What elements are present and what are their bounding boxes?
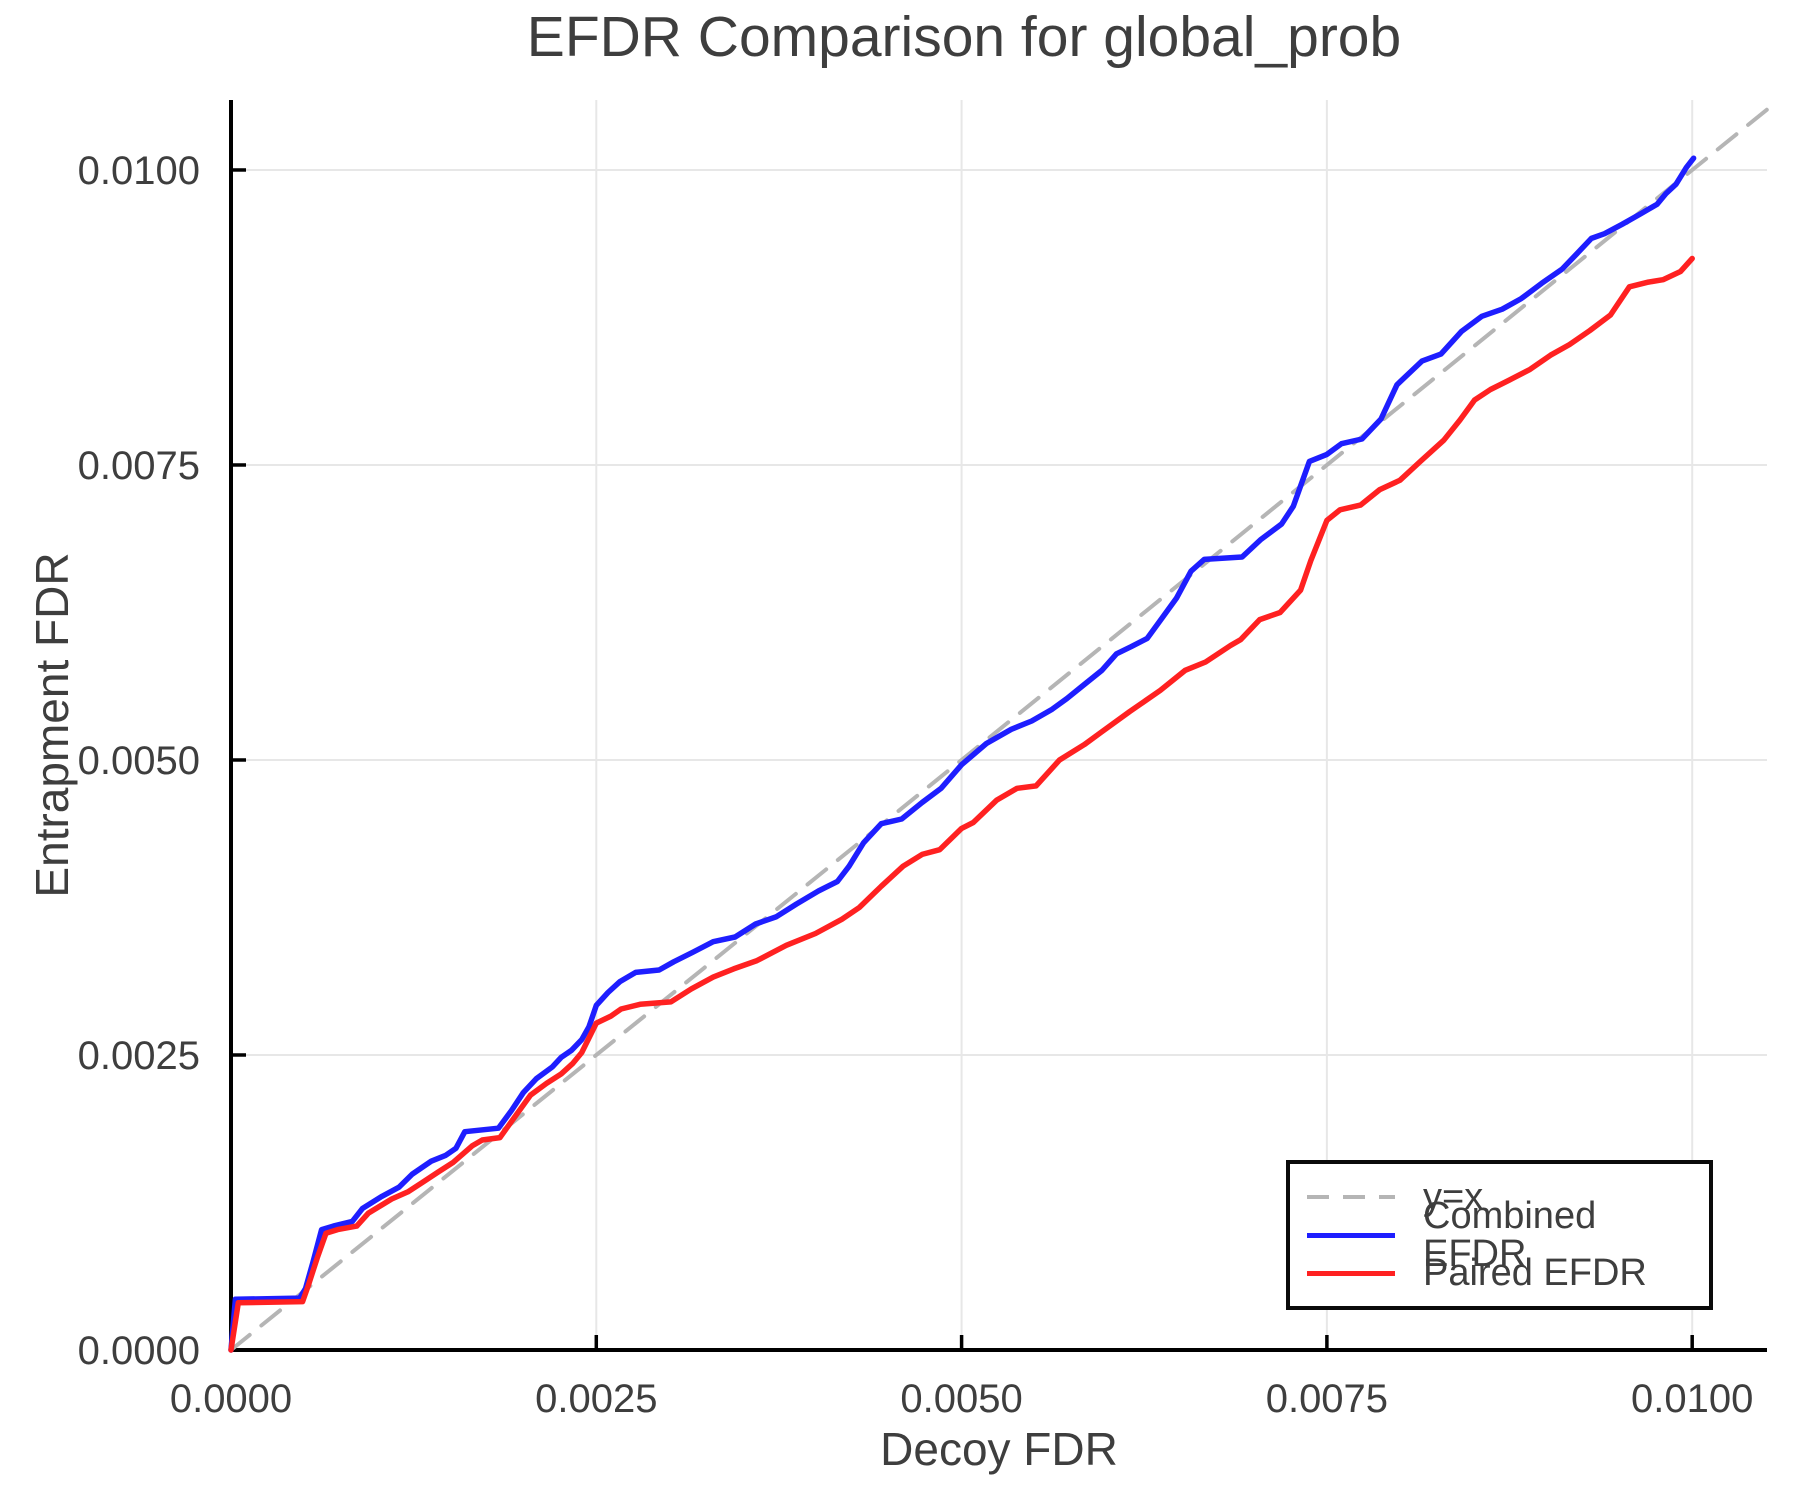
- x-axis-title: Decoy FDR: [880, 1423, 1118, 1475]
- x-tick-label: 0.0075: [1266, 1377, 1388, 1421]
- legend-item-yx: y=x: [1307, 1178, 1709, 1216]
- x-tick-label: 0.0000: [170, 1377, 292, 1421]
- legend-paired-line-swatch: [1307, 1270, 1395, 1276]
- legend-label: y=x: [1423, 1176, 1484, 1218]
- legend: y=x Combined EFDR Paired EFDR: [1286, 1160, 1713, 1310]
- y-tick-label: 0.0100: [78, 149, 200, 193]
- x-tick-label: 0.0025: [535, 1377, 657, 1421]
- legend-item-paired-efdr: Paired EFDR: [1307, 1254, 1709, 1292]
- legend-label: Combined EFDR: [1423, 1195, 1597, 1275]
- x-tick-label: 0.0050: [900, 1377, 1022, 1421]
- legend-item-combined-efdr: Combined EFDR: [1307, 1197, 1709, 1273]
- legend-label: Paired EFDR: [1423, 1252, 1647, 1294]
- y-tick-label: 0.0075: [78, 444, 200, 488]
- chart-title: EFDR Comparison for global_prob: [526, 5, 1402, 69]
- y-tick-label: 0.0050: [78, 739, 200, 783]
- y-tick-label: 0.0000: [78, 1329, 200, 1373]
- legend-combined-line-swatch: [1307, 1232, 1395, 1238]
- paired-efdr-line: [228, 255, 1695, 1353]
- y-tick-label: 0.0025: [78, 1034, 200, 1078]
- combined-efdr-line: [228, 155, 1697, 1353]
- x-tick-label: 0.0100: [1631, 1377, 1753, 1421]
- legend-dashed-line-swatch: [1307, 1195, 1395, 1199]
- y-x-line: [229, 107, 1769, 1352]
